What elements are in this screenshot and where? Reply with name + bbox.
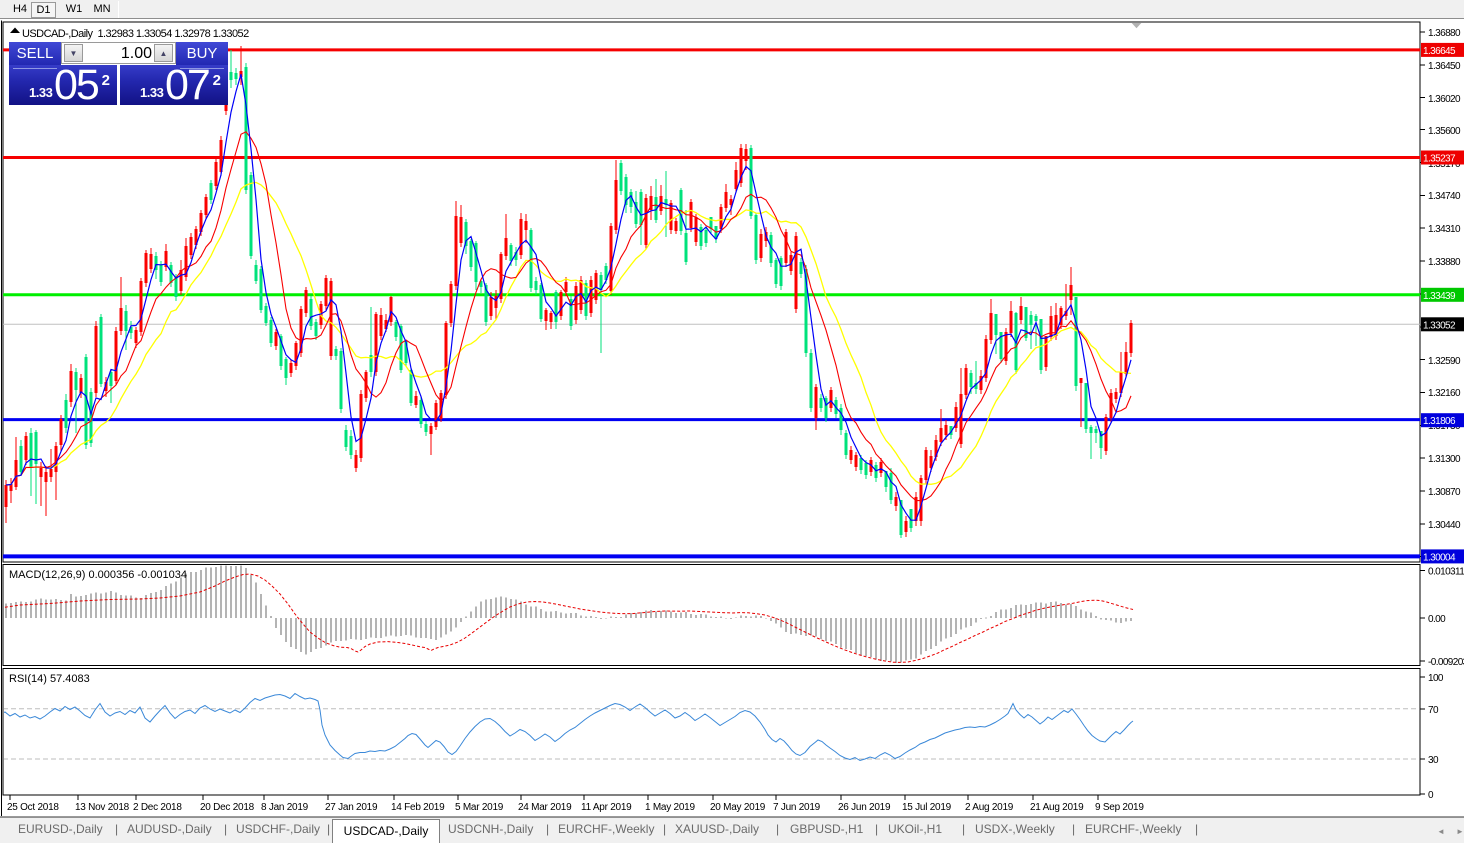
svg-text:20 May 2019: 20 May 2019 bbox=[710, 802, 766, 813]
svg-text:30: 30 bbox=[1428, 755, 1439, 766]
svg-text:20 Dec 2018: 20 Dec 2018 bbox=[200, 802, 255, 813]
svg-text:1.34310: 1.34310 bbox=[1428, 224, 1461, 235]
svg-text:1.31300: 1.31300 bbox=[1428, 454, 1461, 465]
svg-text:1.36020: 1.36020 bbox=[1428, 94, 1461, 105]
svg-text:26 Jun 2019: 26 Jun 2019 bbox=[838, 802, 891, 813]
svg-text:1.36450: 1.36450 bbox=[1428, 61, 1461, 72]
svg-text:15 Jul 2019: 15 Jul 2019 bbox=[902, 802, 952, 813]
svg-text:1.36645: 1.36645 bbox=[1423, 46, 1456, 57]
svg-text:13 Nov 2018: 13 Nov 2018 bbox=[75, 802, 130, 813]
svg-text:7 Jun 2019: 7 Jun 2019 bbox=[773, 802, 821, 813]
svg-text:1.33880: 1.33880 bbox=[1428, 257, 1461, 268]
svg-text:1.36880: 1.36880 bbox=[1428, 28, 1461, 39]
svg-text:100: 100 bbox=[1428, 673, 1444, 684]
svg-text:0: 0 bbox=[1428, 790, 1434, 801]
svg-text:0.00: 0.00 bbox=[1428, 614, 1446, 625]
svg-text:1.30870: 1.30870 bbox=[1428, 487, 1461, 498]
svg-text:2 Aug 2019: 2 Aug 2019 bbox=[965, 802, 1014, 813]
svg-text:1.35600: 1.35600 bbox=[1428, 126, 1461, 137]
svg-text:1.35237: 1.35237 bbox=[1423, 154, 1456, 165]
svg-text:5 Mar 2019: 5 Mar 2019 bbox=[455, 802, 504, 813]
svg-text:USDCAD-,Daily 1.32983 1.33054: USDCAD-,Daily 1.32983 1.33054 1.32978 1.… bbox=[22, 28, 249, 40]
svg-text:MACD(12,26,9) 0.000356 -0.0010: MACD(12,26,9) 0.000356 -0.001034 bbox=[9, 569, 187, 581]
svg-text:21 Aug 2019: 21 Aug 2019 bbox=[1030, 802, 1084, 813]
svg-text:1 May 2019: 1 May 2019 bbox=[645, 802, 695, 813]
svg-text:24 Mar 2019: 24 Mar 2019 bbox=[518, 802, 572, 813]
svg-text:RSI(14) 57.4083: RSI(14) 57.4083 bbox=[9, 673, 90, 685]
svg-text:-0.009203: -0.009203 bbox=[1428, 657, 1464, 668]
svg-text:1.34740: 1.34740 bbox=[1428, 191, 1461, 202]
svg-text:14 Feb 2019: 14 Feb 2019 bbox=[391, 802, 445, 813]
svg-text:1.33439: 1.33439 bbox=[1423, 291, 1456, 302]
svg-text:1.30440: 1.30440 bbox=[1428, 520, 1461, 531]
svg-text:25 Oct 2018: 25 Oct 2018 bbox=[7, 802, 59, 813]
svg-text:8 Jan 2019: 8 Jan 2019 bbox=[261, 802, 309, 813]
svg-text:70: 70 bbox=[1428, 705, 1439, 716]
svg-text:1.33052: 1.33052 bbox=[1423, 320, 1456, 331]
svg-text:9 Sep 2019: 9 Sep 2019 bbox=[1095, 802, 1144, 813]
svg-text:2 Dec 2018: 2 Dec 2018 bbox=[133, 802, 182, 813]
svg-text:1.32160: 1.32160 bbox=[1428, 388, 1461, 399]
svg-text:1.32590: 1.32590 bbox=[1428, 356, 1461, 367]
svg-text:1.30004: 1.30004 bbox=[1423, 552, 1456, 563]
svg-text:27 Jan 2019: 27 Jan 2019 bbox=[325, 802, 378, 813]
svg-text:11 Apr 2019: 11 Apr 2019 bbox=[581, 802, 632, 813]
svg-text:0.010311: 0.010311 bbox=[1428, 567, 1464, 578]
svg-text:1.31806: 1.31806 bbox=[1423, 416, 1456, 427]
